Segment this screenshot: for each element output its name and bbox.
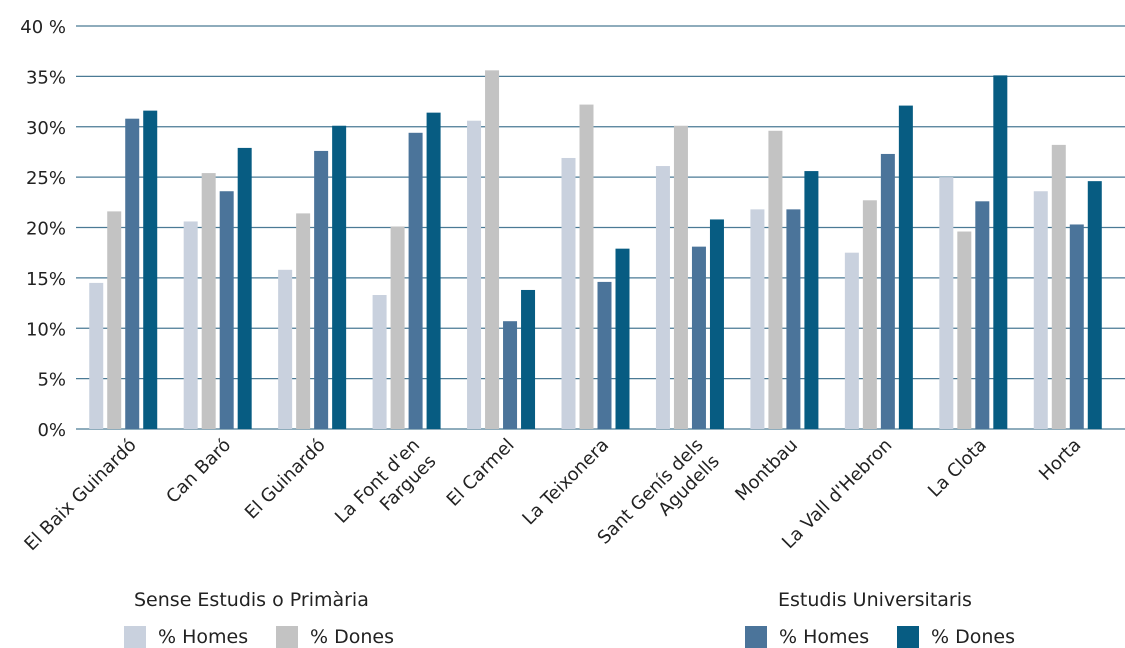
x-tick-label-line: El Guinardó xyxy=(241,435,330,524)
x-tick-label: Horta xyxy=(1035,435,1085,485)
y-tick-label: 10% xyxy=(26,319,66,340)
bar xyxy=(503,321,518,429)
bar xyxy=(786,209,801,429)
legend-group-title-estudis-universitaris: Estudis Universitaris xyxy=(778,589,972,611)
x-tick-label: El Baix Guinardó xyxy=(20,435,140,555)
y-tick-label: 20% xyxy=(26,219,66,240)
bar xyxy=(408,132,423,430)
bar xyxy=(673,125,688,430)
y-tick-label: 5% xyxy=(37,370,66,391)
bar xyxy=(1051,144,1066,429)
bar xyxy=(485,70,500,429)
y-tick-label: 25% xyxy=(26,168,66,189)
bar xyxy=(993,75,1008,430)
legend-swatch xyxy=(124,626,146,648)
bar xyxy=(426,112,441,430)
legend-swatch xyxy=(897,626,919,648)
bar xyxy=(561,157,576,430)
bar xyxy=(768,130,783,429)
bar xyxy=(880,153,895,429)
x-tick-label-line: Can Baró xyxy=(162,435,235,508)
bar xyxy=(615,248,630,429)
bar xyxy=(332,125,347,430)
x-tick-label-line: El Baix Guinardó xyxy=(20,435,140,555)
bar xyxy=(390,226,405,429)
legend-label: % Homes xyxy=(779,626,870,648)
x-tick-label: El Guinardó xyxy=(241,435,330,524)
bar xyxy=(237,147,252,429)
y-tick-label: 35% xyxy=(26,67,66,88)
bar xyxy=(939,177,954,429)
x-tick-label: La Clota xyxy=(924,435,991,502)
x-tick-label: La Teixonera xyxy=(518,435,613,530)
bar xyxy=(957,231,972,429)
x-tick-label: Montbau xyxy=(731,435,802,506)
bar xyxy=(844,252,859,429)
bar xyxy=(143,110,158,429)
bar xyxy=(750,209,765,429)
x-tick-label-line: Horta xyxy=(1035,435,1085,485)
legend-item-universitaris-homes: % Homes xyxy=(745,626,869,648)
bar xyxy=(691,246,706,429)
y-tick-label: 40 % xyxy=(20,17,66,38)
bar xyxy=(201,173,216,429)
y-tick-label: 30% xyxy=(26,118,66,139)
bar xyxy=(1069,224,1084,429)
bar xyxy=(1033,191,1048,429)
bar xyxy=(655,166,670,430)
bar xyxy=(1087,181,1102,429)
y-tick-label: 15% xyxy=(26,269,66,290)
bar xyxy=(314,150,329,429)
legend-swatch xyxy=(745,626,767,648)
bar xyxy=(219,191,234,429)
x-tick-label-line: Montbau xyxy=(731,435,802,506)
x-tick-label-line: El Carmel xyxy=(443,435,519,511)
bar xyxy=(579,104,594,430)
legend-label: % Dones xyxy=(310,626,394,648)
x-tick-label-line: La Clota xyxy=(924,435,991,502)
y-tick-label: 0% xyxy=(37,420,66,441)
legend-label: % Homes xyxy=(158,626,249,648)
bar xyxy=(862,200,877,429)
x-tick-label-line: La Teixonera xyxy=(518,435,613,530)
bar xyxy=(278,269,293,429)
x-tick-label: Can Baró xyxy=(162,435,235,508)
bar xyxy=(296,213,311,429)
bar xyxy=(372,295,387,429)
bar xyxy=(521,289,536,429)
legend-item-sense-estudis-dones: % Dones xyxy=(276,626,394,648)
legend-item-sense-estudis-homes: % Homes xyxy=(124,626,248,648)
bar xyxy=(898,105,913,429)
bar xyxy=(804,171,819,429)
bar xyxy=(183,221,198,429)
legend-label: % Dones xyxy=(931,626,1015,648)
legend-group-title-sense-estudis: Sense Estudis o Primària xyxy=(134,589,369,611)
bar xyxy=(467,120,482,429)
bar xyxy=(107,211,122,429)
bar xyxy=(975,201,990,429)
legend-item-universitaris-dones: % Dones xyxy=(897,626,1015,648)
bar xyxy=(89,282,104,429)
x-tick-label: El Carmel xyxy=(443,435,519,511)
legend-swatch xyxy=(276,626,298,648)
bar xyxy=(597,281,612,429)
bar xyxy=(125,118,140,429)
bar xyxy=(709,219,724,429)
